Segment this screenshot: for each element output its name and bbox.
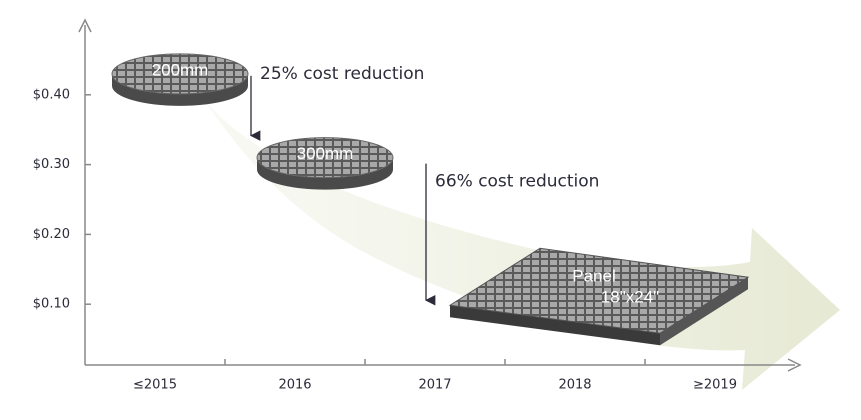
panel-side bbox=[660, 277, 748, 346]
wafer bbox=[256, 137, 394, 190]
wafer-top bbox=[256, 137, 394, 179]
wafer-top bbox=[111, 53, 249, 95]
y-tick-label: $0.10 bbox=[33, 297, 70, 312]
x-tick-label: ≥2019 bbox=[693, 378, 737, 393]
x-tick-label: 2018 bbox=[558, 378, 591, 393]
y-tick-label: $0.40 bbox=[33, 87, 70, 102]
x-tick-label: ≤2015 bbox=[133, 378, 177, 393]
panel-size: 18"x24" bbox=[601, 288, 659, 307]
annotation: 66% cost reduction bbox=[435, 172, 599, 192]
x-tick-label: 2017 bbox=[418, 378, 451, 393]
y-tick-label: $0.30 bbox=[33, 157, 70, 172]
x-tick-label: 2016 bbox=[278, 378, 311, 393]
x-axis-arrow bbox=[787, 358, 802, 372]
wafer-label: 200mm bbox=[152, 60, 209, 79]
wafer-label: 300mm bbox=[297, 144, 354, 163]
panel-top bbox=[448, 247, 750, 334]
panel bbox=[448, 247, 750, 346]
panel-side bbox=[450, 305, 660, 346]
panel-label: Panel bbox=[572, 267, 615, 286]
annotation: 25% cost reduction bbox=[260, 64, 424, 84]
y-tick-label: $0.20 bbox=[33, 227, 70, 242]
y-axis-arrow bbox=[78, 18, 92, 33]
wafer bbox=[111, 53, 249, 106]
